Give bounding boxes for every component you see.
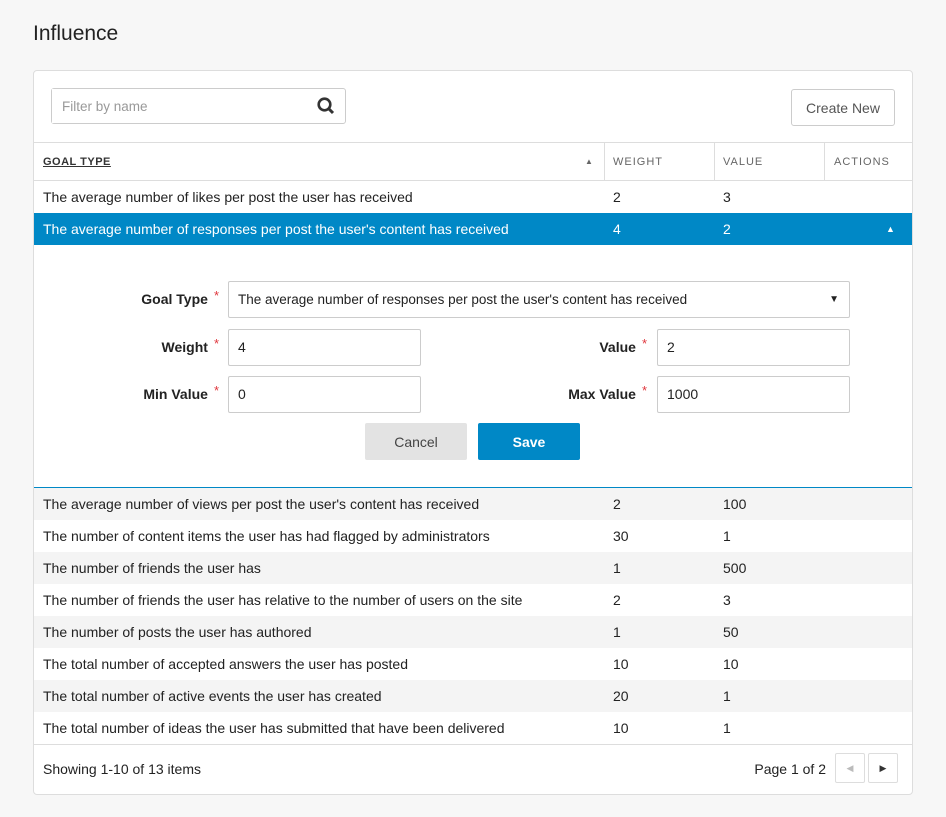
cell-goal: The total number of ideas the user has s… xyxy=(43,720,505,736)
dropdown-arrow-icon: ▼ xyxy=(829,294,839,305)
min-value-label: Min Value xyxy=(143,386,208,402)
cell-weight: 30 xyxy=(613,528,629,544)
cell-value: 1 xyxy=(723,688,731,704)
prev-page-button[interactable]: ◀ xyxy=(835,753,865,783)
value-label: Value xyxy=(599,339,636,355)
cell-goal: The number of posts the user has authore… xyxy=(43,624,312,640)
cell-value: 1 xyxy=(723,528,731,544)
weight-label: Weight xyxy=(161,339,208,355)
cell-weight: 2 xyxy=(613,592,621,608)
max-value-input[interactable]: 1000 xyxy=(657,376,850,413)
search-box[interactable] xyxy=(51,88,346,124)
goal-type-select[interactable]: The average number of responses per post… xyxy=(228,281,850,318)
cancel-button[interactable]: Cancel xyxy=(365,423,467,460)
next-page-button[interactable]: ▶ xyxy=(868,753,898,783)
create-new-button[interactable]: Create New xyxy=(791,89,895,126)
cell-value: 500 xyxy=(723,560,747,576)
table-row[interactable]: The total number of accepted answers the… xyxy=(34,648,912,680)
cell-weight: 10 xyxy=(613,656,629,672)
table-row-selected[interactable]: The average number of responses per post… xyxy=(34,213,912,245)
table-row[interactable]: The average number of likes per post the… xyxy=(43,189,731,205)
cell-value: 1 xyxy=(723,720,731,736)
cell-goal: The number of content items the user has… xyxy=(43,528,490,544)
cell-goal: The total number of accepted answers the… xyxy=(43,656,408,672)
column-value[interactable]: VALUE xyxy=(723,156,764,168)
item-count: Showing 1-10 of 13 items xyxy=(43,761,201,777)
cell-weight: 10 xyxy=(613,720,629,736)
search-input[interactable] xyxy=(52,89,302,123)
column-actions: ACTIONS xyxy=(834,156,890,168)
table-row[interactable]: The number of friends the user has 1 500 xyxy=(34,552,912,584)
cell-value: 10 xyxy=(723,656,739,672)
page-title: Influence xyxy=(33,22,119,45)
cell-value: 50 xyxy=(723,624,739,640)
goal-type-label: Goal Type xyxy=(141,291,208,307)
value-input[interactable]: 2 xyxy=(657,329,850,366)
column-weight[interactable]: WEIGHT xyxy=(613,156,663,168)
cell-goal: The number of friends the user has relat… xyxy=(43,592,523,608)
table-header: GOAL TYPE ▲ WEIGHT VALUE ACTIONS xyxy=(34,142,912,181)
table-footer: Showing 1-10 of 13 items Page 1 of 2 ◀ ▶ xyxy=(34,744,912,794)
edit-form: Goal Type * The average number of respons… xyxy=(34,245,912,489)
table-row[interactable]: The total number of ideas the user has s… xyxy=(34,712,912,744)
collapse-icon[interactable]: ▲ xyxy=(886,224,895,234)
sort-asc-icon[interactable]: ▲ xyxy=(585,157,594,166)
table-row[interactable]: The total number of active events the us… xyxy=(34,680,912,712)
page-indicator: Page 1 of 2 xyxy=(754,761,826,777)
min-value-input[interactable]: 0 xyxy=(228,376,421,413)
max-value-label: Max Value xyxy=(568,386,636,402)
cell-weight: 1 xyxy=(613,624,621,640)
cell-goal: The number of friends the user has xyxy=(43,560,261,576)
goals-panel: Create New GOAL TYPE ▲ WEIGHT VALUE ACTI… xyxy=(33,70,913,795)
table-row[interactable]: The number of content items the user has… xyxy=(34,520,912,552)
weight-input[interactable]: 4 xyxy=(228,329,421,366)
cell-value: 100 xyxy=(723,496,747,512)
table-row[interactable]: The number of friends the user has relat… xyxy=(34,584,912,616)
column-goal-type[interactable]: GOAL TYPE xyxy=(43,156,111,168)
cell-value: 3 xyxy=(723,592,731,608)
table-row[interactable]: The average number of views per post the… xyxy=(34,488,912,520)
cell-weight: 20 xyxy=(613,688,629,704)
cell-goal: The total number of active events the us… xyxy=(43,688,382,704)
cell-goal: The average number of views per post the… xyxy=(43,496,480,512)
save-button[interactable]: Save xyxy=(478,423,580,460)
cell-weight: 1 xyxy=(613,560,621,576)
search-icon[interactable] xyxy=(317,97,335,115)
table-row[interactable]: The number of posts the user has authore… xyxy=(34,616,912,648)
cell-weight: 2 xyxy=(613,496,621,512)
